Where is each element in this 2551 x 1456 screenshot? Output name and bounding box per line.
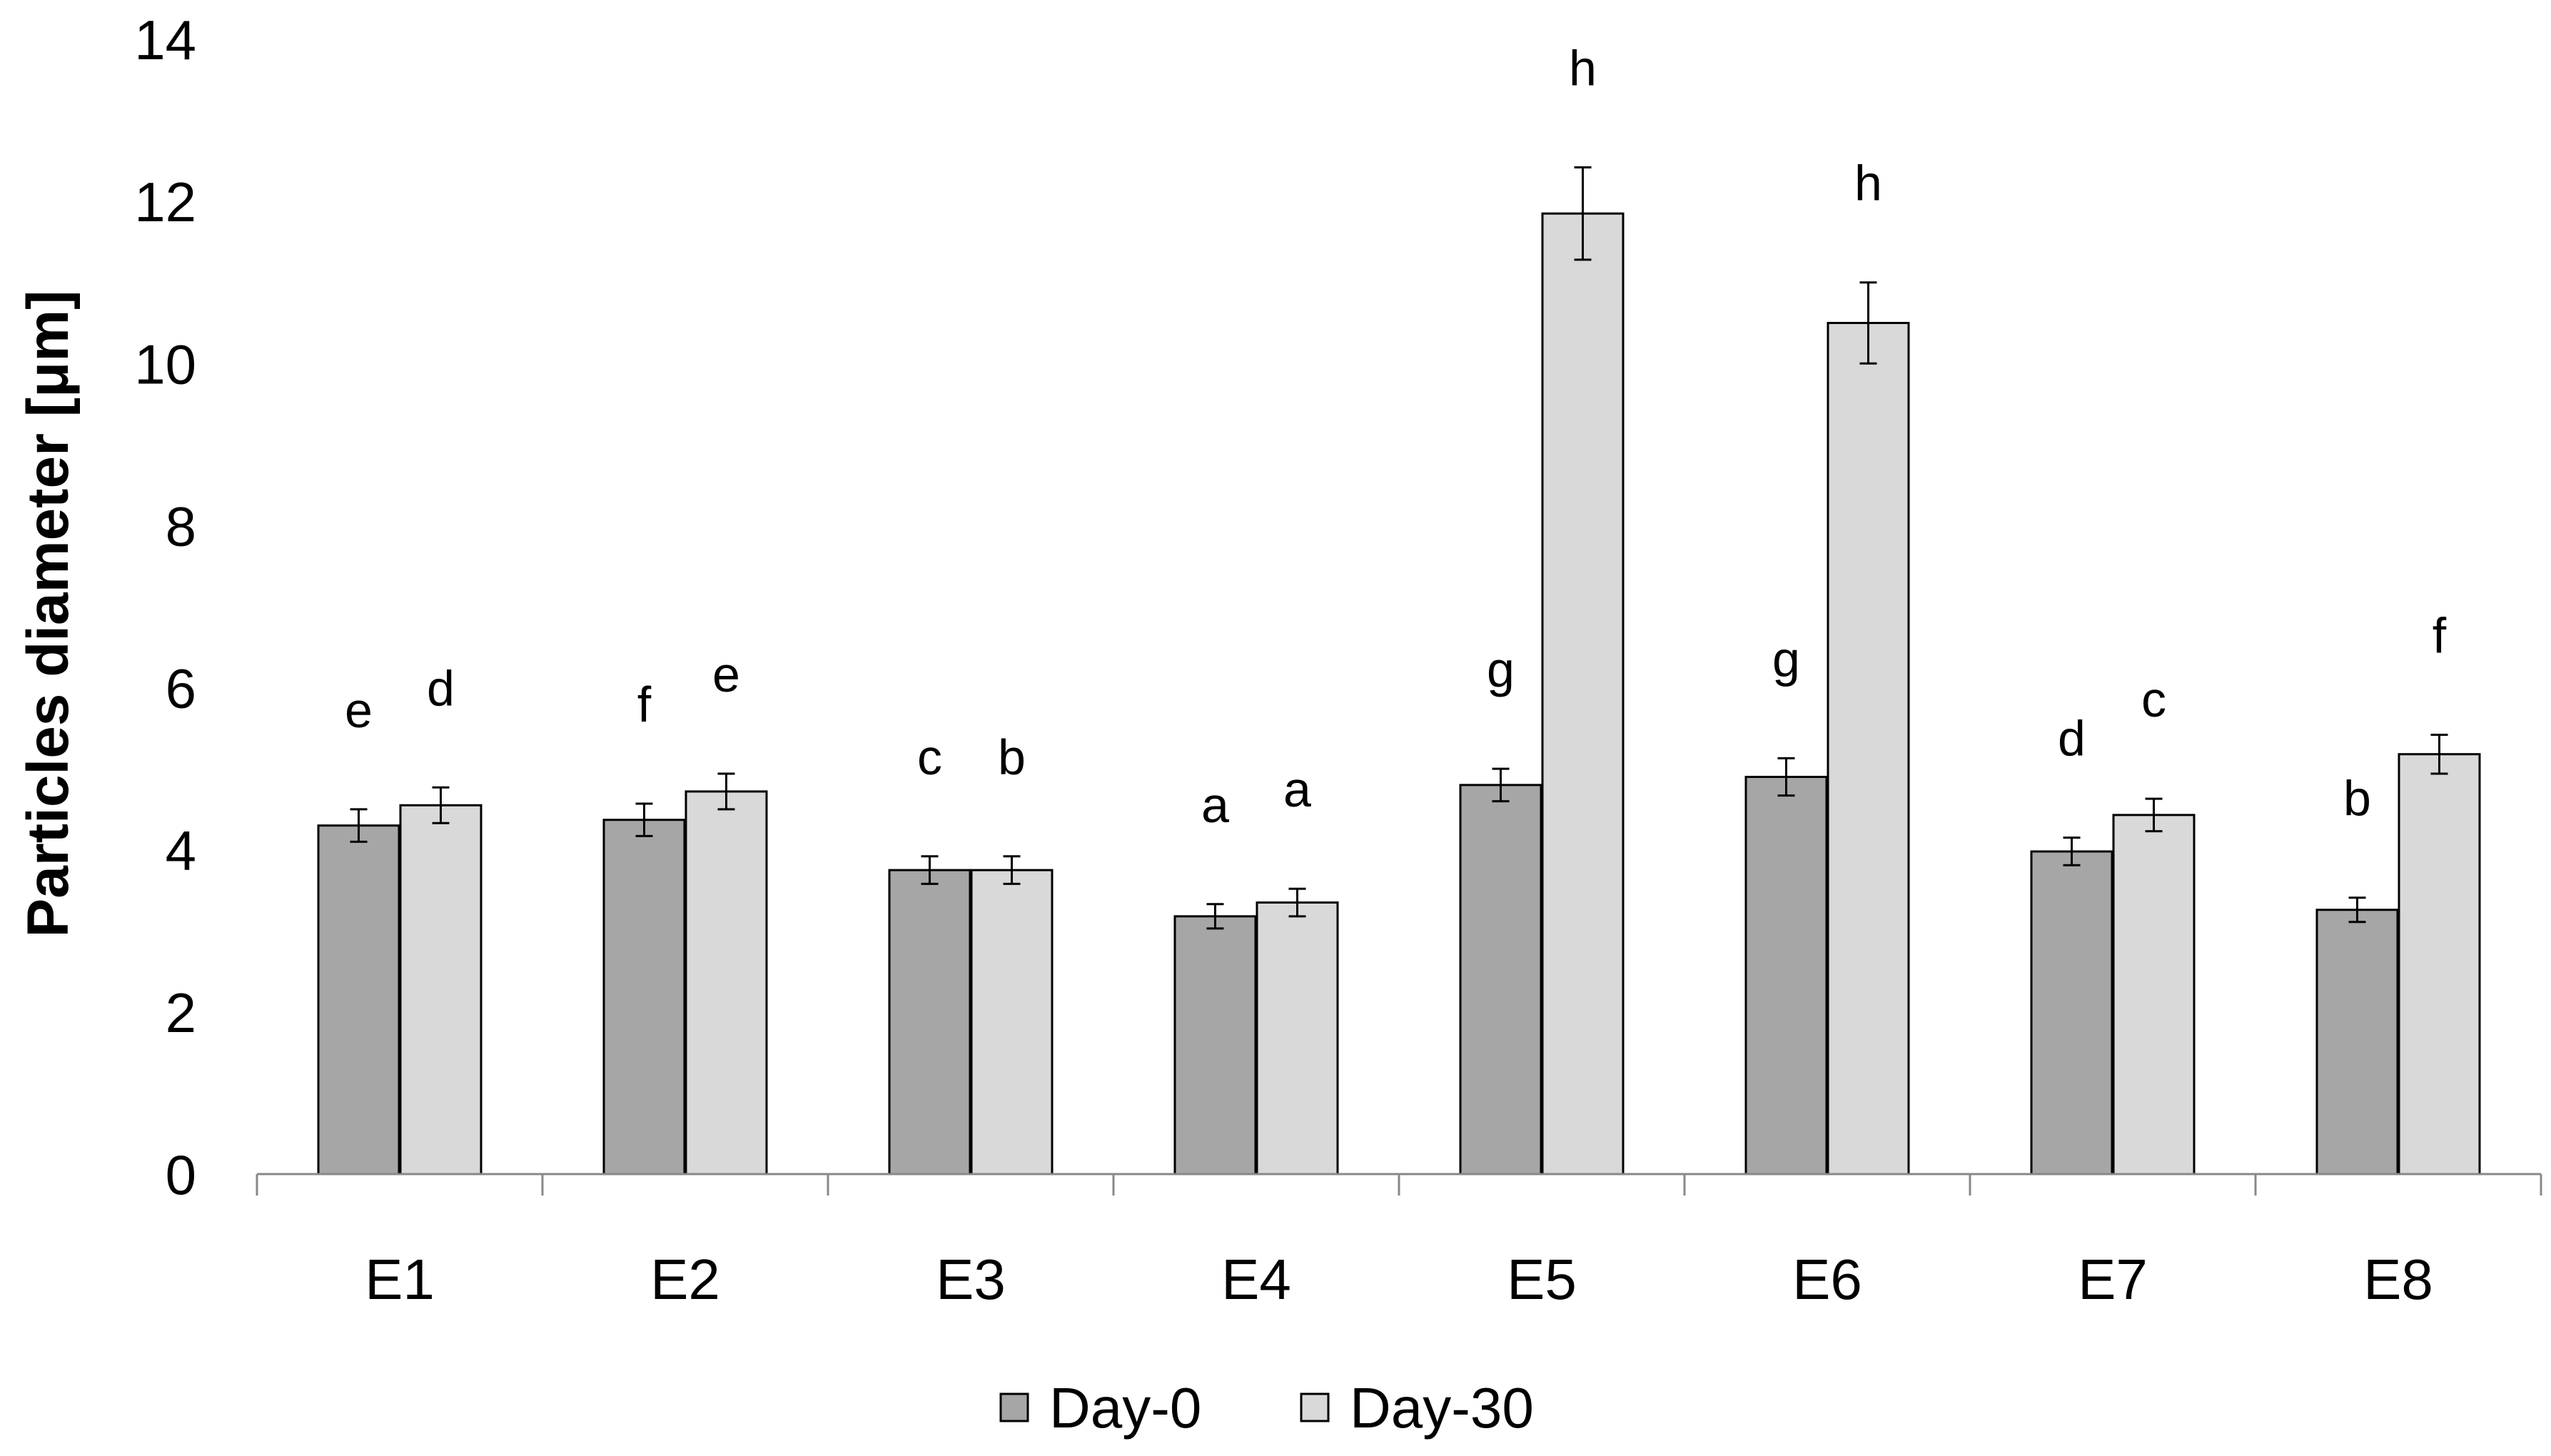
legend: Day-0 Day-30 [999, 1376, 1534, 1440]
bar-day-30-e5 [1541, 212, 1625, 1176]
y-tick-label: 0 [166, 1143, 196, 1206]
significance-letter: h [1854, 156, 1882, 211]
significance-letter: a [1201, 777, 1229, 833]
y-axis-label: Particles diameter [μm] [16, 290, 81, 938]
y-axis-ticks: 0 2 4 6 8 10 12 14 [134, 9, 196, 1206]
y-tick-label: 14 [134, 9, 196, 71]
significance-letter: g [1772, 631, 1800, 687]
significance-letter: e [345, 682, 373, 738]
significance-letter: b [998, 729, 1026, 785]
bar-day-30-e4 [1256, 901, 1339, 1176]
significance-letter: d [2058, 711, 2086, 767]
bar-day-0-e4 [1173, 915, 1257, 1176]
significance-letter: c [917, 729, 942, 785]
significance-letter: c [2141, 672, 2166, 727]
x-tick-label: E1 [365, 1248, 435, 1311]
y-tick-label: 8 [166, 495, 196, 557]
bar-day-30-e6 [1827, 322, 1910, 1176]
bar-day-0-e1 [317, 824, 400, 1176]
significance-letter: d [427, 660, 455, 716]
x-tick-label: E6 [1792, 1248, 1862, 1311]
legend-label-day-0: Day-0 [1049, 1376, 1201, 1440]
legend-swatch-day-30 [1300, 1392, 1330, 1422]
y-tick-label: 2 [166, 981, 196, 1044]
significance-letter: h [1569, 40, 1597, 96]
legend-label-day-30: Day-30 [1350, 1376, 1534, 1440]
bar-day-0-e8 [2315, 909, 2399, 1176]
x-axis-ticks: E1 E2 E3 E4 E5 E6 E7 E8 [256, 1174, 2542, 1311]
bar-day-30-e8 [2398, 753, 2481, 1176]
y-tick-label: 12 [134, 171, 196, 233]
significance-letter: f [2433, 607, 2447, 663]
bar-day-30-e3 [970, 869, 1054, 1176]
x-tick-label: E3 [936, 1248, 1006, 1311]
significance-letter: f [637, 677, 652, 732]
bar-day-30-e1 [399, 804, 483, 1176]
significance-letter: b [2343, 771, 2371, 826]
x-tick-label: E8 [2363, 1248, 2433, 1311]
bar-day-0-e2 [602, 819, 686, 1176]
bar-day-0-e6 [1744, 776, 1828, 1176]
bar-day-0-e5 [1459, 784, 1542, 1176]
legend-swatch-day-0 [999, 1392, 1029, 1422]
significance-letter: a [1283, 762, 1311, 817]
bar-day-0-e7 [2030, 850, 2113, 1176]
x-tick-label: E5 [1507, 1248, 1577, 1311]
x-tick-label: E2 [650, 1248, 720, 1311]
bar-day-30-e2 [685, 790, 768, 1176]
x-tick-label: E7 [2078, 1248, 2148, 1311]
significance-letter: g [1487, 642, 1515, 697]
y-tick-label: 10 [134, 333, 196, 395]
y-tick-label: 6 [166, 657, 196, 720]
y-tick-label: 4 [166, 819, 196, 882]
bar-day-30-e7 [2112, 814, 2196, 1176]
significance-letter: e [712, 647, 740, 702]
x-tick-label: E4 [1221, 1248, 1291, 1311]
bar-day-0-e3 [888, 869, 971, 1176]
